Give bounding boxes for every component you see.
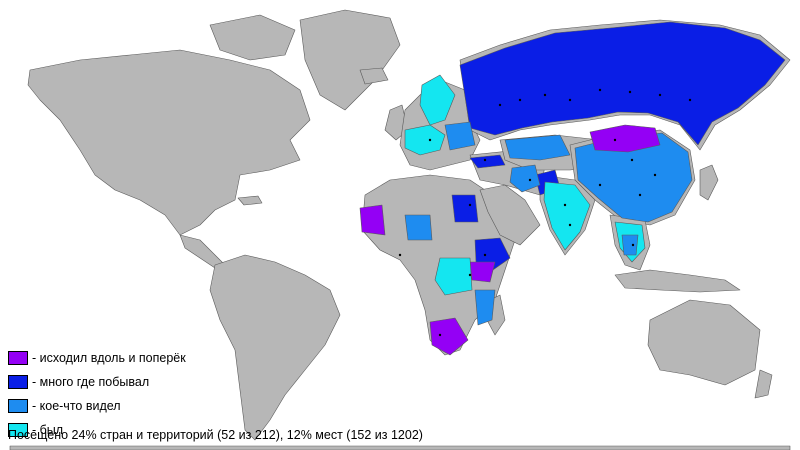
central-europe-visited (404, 124, 446, 156)
new-zealand (754, 369, 773, 399)
legend-swatch-crossed (8, 351, 28, 365)
place-dot (468, 273, 472, 277)
place-dot (613, 138, 617, 142)
india-visited (543, 181, 591, 251)
arabia (479, 184, 541, 246)
egypt-visited (451, 194, 479, 223)
russia-visited (459, 21, 786, 146)
turkey-visited (469, 154, 506, 169)
legend-swatch-was (8, 423, 28, 437)
scandinavia-visited (419, 74, 456, 126)
place-dot (568, 223, 572, 227)
place-dot (518, 98, 522, 102)
visited-layer (359, 21, 786, 356)
place-dot (543, 93, 547, 97)
canada-archipelago (209, 14, 296, 61)
iran-visited (509, 164, 541, 193)
antarctica-edge (9, 445, 791, 450)
eastern-europe-visited (444, 121, 476, 151)
legend-swatch-some (8, 399, 28, 413)
sahel-visited (404, 214, 433, 241)
place-dot (498, 103, 502, 107)
place-dot (563, 203, 567, 207)
australia (647, 299, 761, 386)
south-africa-visited (429, 317, 469, 356)
caribbean (237, 195, 263, 206)
place-dot (398, 253, 402, 257)
mozambique-visited (474, 289, 496, 326)
south-america (209, 254, 341, 441)
mongolia-visited (589, 124, 661, 153)
place-dot (638, 193, 642, 197)
indonesia (614, 269, 741, 293)
west-africa-visited (359, 204, 386, 236)
north-america (27, 49, 311, 236)
legend-item-some: - кое-что видел (8, 394, 186, 418)
place-dot (653, 173, 657, 177)
thailand-visited (621, 234, 639, 256)
place-dots (398, 88, 692, 337)
legend-item-many: - много где побывал (8, 370, 186, 394)
legend-label-some: - кое-что видел (32, 399, 121, 413)
legend-item-crossed: - исходил вдоль и поперёк (8, 346, 186, 370)
place-dot (688, 98, 692, 102)
place-dot (631, 243, 635, 247)
place-dot (630, 158, 634, 162)
place-dot (658, 93, 662, 97)
place-dot (598, 183, 602, 187)
place-dot (468, 203, 472, 207)
place-dot (568, 98, 572, 102)
legend-item-was: - был (8, 418, 186, 442)
place-dot (483, 158, 487, 162)
visit-stats: Посещено 24% стран и территорий (52 из 2… (8, 428, 423, 442)
kazakhstan-visited (504, 134, 571, 161)
place-dot (428, 138, 432, 142)
kenya-visited (469, 261, 496, 283)
legend-label-many: - много где побывал (32, 375, 150, 389)
east-africa-visited (434, 257, 473, 296)
place-dot (598, 88, 602, 92)
place-dot (528, 178, 532, 182)
legend-label-crossed: - исходил вдоль и поперёк (32, 351, 186, 365)
japan (699, 164, 719, 201)
iceland (359, 67, 389, 85)
place-dot (483, 253, 487, 257)
place-dot (628, 90, 632, 94)
legend-label-was: - был (32, 423, 64, 437)
legend-swatch-many (8, 375, 28, 389)
legend: - исходил вдоль и поперёк - много где по… (8, 346, 186, 442)
place-dot (438, 333, 442, 337)
